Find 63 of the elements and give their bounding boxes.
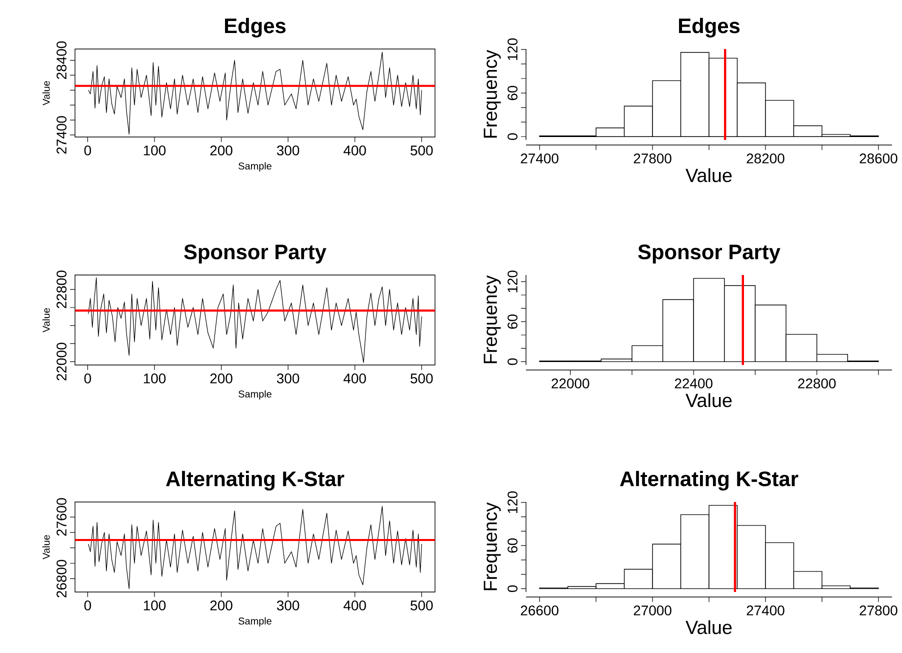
x-axis-title: Sample bbox=[238, 162, 272, 172]
y-tick-label: 22800 bbox=[56, 270, 66, 308]
x-tick-label: 0 bbox=[84, 600, 92, 610]
line-series bbox=[88, 52, 422, 135]
x-tick-label: 27800 bbox=[634, 154, 672, 164]
y-axis-title: Frequency bbox=[484, 502, 501, 590]
y-axis-title: Value bbox=[42, 81, 50, 106]
x-tick-label: 28600 bbox=[860, 154, 898, 164]
x-tick-label: 100 bbox=[144, 146, 166, 156]
x-tick-label: 200 bbox=[210, 600, 232, 610]
y-tick-label: 0 bbox=[508, 133, 518, 140]
x-tick-label: 300 bbox=[276, 374, 300, 384]
x-tick-label: 28200 bbox=[746, 154, 784, 164]
x-tick-label: 27400 bbox=[520, 154, 558, 164]
x-axis-title: Sample bbox=[238, 390, 272, 400]
x-tick-label: 400 bbox=[344, 600, 366, 610]
y-axis-title: Frequency bbox=[484, 275, 501, 364]
x-tick-label: 400 bbox=[344, 146, 366, 156]
x-tick-label: 0 bbox=[84, 374, 92, 384]
y-tick-label: 60 bbox=[508, 314, 518, 329]
x-tick-label: 100 bbox=[144, 374, 166, 384]
x-tick-label: 27400 bbox=[746, 606, 784, 616]
x-tick-label: 26600 bbox=[520, 606, 558, 616]
line-series bbox=[88, 277, 422, 363]
x-tick-label: 27000 bbox=[634, 606, 672, 616]
y-tick-label: 27600 bbox=[56, 498, 66, 536]
y-tick-label: 60 bbox=[508, 538, 518, 553]
x-tick-label: 200 bbox=[210, 374, 232, 384]
y-tick-label: 60 bbox=[508, 86, 518, 100]
chart-title: Edges bbox=[225, 18, 286, 38]
x-tick-label: 200 bbox=[210, 146, 232, 156]
x-tick-label: 0 bbox=[84, 146, 92, 156]
x-tick-label: 300 bbox=[276, 600, 300, 610]
y-axis-title: Value bbox=[42, 308, 50, 332]
x-tick-label: 300 bbox=[276, 146, 300, 156]
x-tick-label: 400 bbox=[344, 374, 366, 384]
x-axis-title: Value bbox=[686, 620, 732, 634]
y-tick-label: 26800 bbox=[56, 560, 66, 598]
x-tick-label: 500 bbox=[410, 600, 433, 610]
y-tick-label: 120 bbox=[508, 38, 518, 60]
x-tick-label: 500 bbox=[410, 374, 433, 384]
y-axis-title: Value bbox=[42, 535, 50, 560]
y-tick-label: 0 bbox=[508, 585, 518, 592]
x-tick-label: 500 bbox=[410, 146, 433, 156]
chart-title: Sponsor Party bbox=[638, 244, 780, 264]
chart-title: Alternating K-Star bbox=[166, 470, 344, 491]
y-tick-label: 120 bbox=[508, 491, 518, 514]
x-axis-title: Sample bbox=[238, 617, 272, 627]
y-tick-label: 0 bbox=[508, 358, 518, 365]
chart-title: Sponsor Party bbox=[184, 244, 326, 264]
x-axis-title: Value bbox=[686, 168, 732, 182]
x-tick-label: 22000 bbox=[552, 378, 590, 388]
x-axis-title: Value bbox=[686, 393, 732, 408]
x-tick-label: 27800 bbox=[860, 606, 898, 616]
chart-title: Edges bbox=[679, 18, 740, 38]
x-tick-label: 100 bbox=[144, 600, 166, 610]
x-tick-label: 22800 bbox=[798, 378, 836, 388]
y-tick-label: 120 bbox=[508, 270, 518, 292]
line-series bbox=[88, 506, 422, 589]
chart-title: Alternating K-Star bbox=[620, 470, 798, 491]
y-axis-title: Frequency bbox=[484, 50, 501, 138]
x-tick-label: 22400 bbox=[674, 378, 712, 388]
y-tick-label: 28400 bbox=[56, 41, 66, 79]
